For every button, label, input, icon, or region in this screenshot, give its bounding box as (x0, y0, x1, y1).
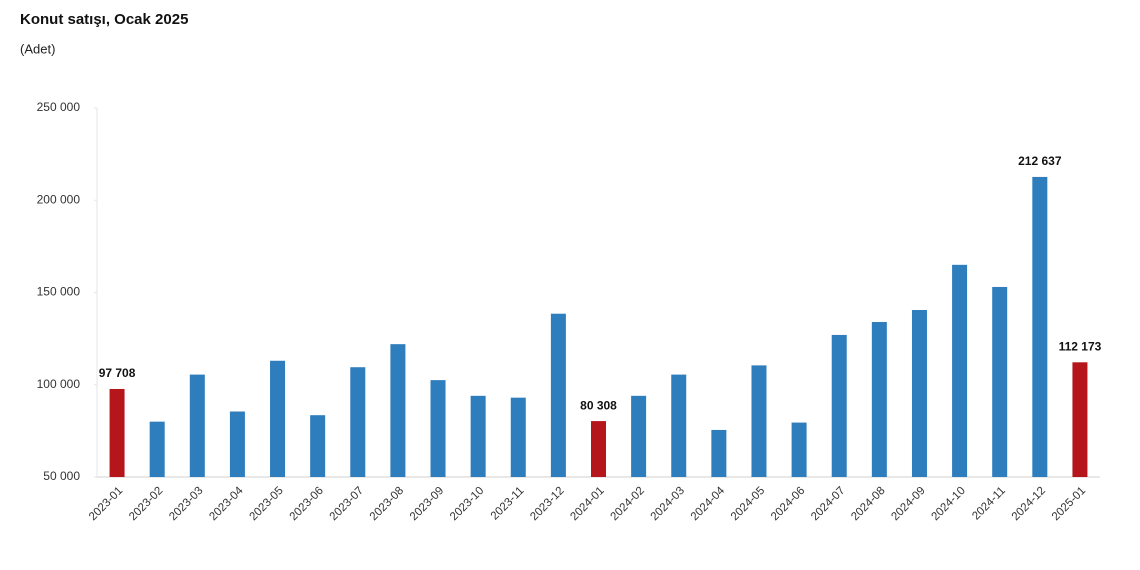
bar (270, 360, 286, 477)
bar (390, 344, 406, 477)
bar (831, 334, 847, 477)
value-label: 97 708 (99, 366, 136, 380)
x-tick-label: 2024-08 (849, 485, 887, 523)
bar (470, 395, 486, 477)
value-label: 80 308 (580, 398, 617, 412)
x-tick-label: 2024-07 (809, 485, 847, 523)
x-tick-label: 2023-04 (207, 484, 246, 523)
bar (591, 421, 606, 477)
chart-title: Konut satışı, Ocak 2025 (20, 11, 188, 28)
y-tick-label: 200 000 (37, 192, 81, 206)
bar (871, 322, 887, 477)
bar (992, 286, 1008, 477)
bar (952, 264, 968, 477)
x-tick-label: 2023-06 (288, 485, 326, 523)
bar (711, 429, 727, 477)
x-tick-label: 2024-04 (689, 484, 728, 523)
bar (229, 411, 245, 477)
x-tick-label: 2023-10 (448, 485, 486, 523)
bar (791, 422, 807, 477)
x-tick-label: 2024-06 (769, 485, 807, 523)
bar (149, 421, 165, 477)
y-tick-label: 50 000 (43, 469, 80, 483)
x-tick-label: 2024-05 (729, 485, 767, 523)
bar (631, 395, 647, 477)
bar (1072, 362, 1088, 477)
bar (310, 415, 326, 477)
x-tick-label: 2024-01 (568, 485, 606, 523)
x-tick-label: 2024-10 (930, 485, 968, 523)
x-tick-label: 2023-08 (368, 485, 406, 523)
x-tick-label: 2024-09 (889, 485, 927, 523)
x-tick-label: 2023-09 (408, 485, 446, 523)
bar (510, 397, 526, 477)
x-tick-label: 2024-12 (1010, 485, 1048, 523)
x-tick-label: 2023-01 (87, 485, 125, 523)
bar (550, 313, 566, 477)
value-label: 112 173 (1059, 339, 1102, 353)
x-tick-label: 2024-11 (970, 485, 1008, 523)
x-tick-label: 2023-05 (247, 485, 285, 523)
bar (751, 365, 767, 477)
bar (430, 380, 446, 477)
bar (1032, 176, 1048, 477)
value-label: 212 637 (1018, 154, 1062, 168)
x-tick-label: 2023-11 (489, 485, 527, 523)
x-tick-label: 2023-12 (528, 485, 566, 523)
y-tick-label: 250 000 (37, 100, 81, 114)
chart-subtitle: (Adet) (20, 41, 55, 56)
x-tick-label: 2023-03 (167, 485, 205, 523)
x-tick-label: 2023-02 (127, 485, 165, 523)
x-tick-label: 2024-02 (609, 485, 647, 523)
y-tick-label: 100 000 (37, 377, 81, 391)
x-tick-label: 2024-03 (649, 485, 687, 523)
bar (350, 367, 366, 477)
x-tick-label: 2025-01 (1050, 485, 1088, 523)
y-tick-label: 150 000 (37, 285, 81, 299)
bar (109, 388, 125, 477)
bar (911, 310, 927, 477)
x-tick-label: 2023-07 (328, 485, 366, 523)
bar (189, 374, 205, 477)
bar (671, 374, 687, 477)
